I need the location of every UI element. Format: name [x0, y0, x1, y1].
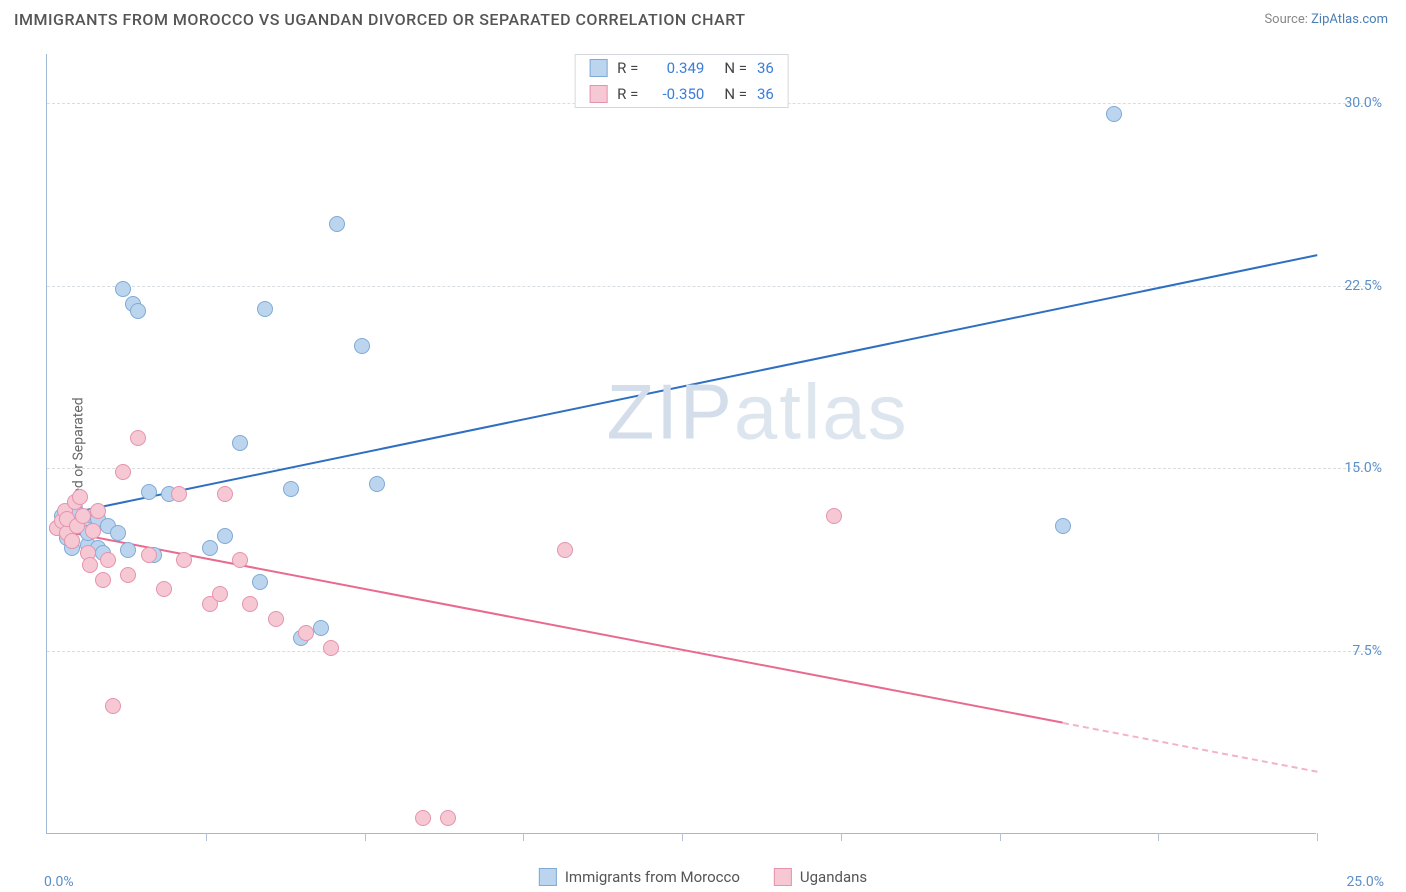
legend-swatch-morocco [589, 59, 607, 77]
data-point-ugandans [217, 486, 233, 502]
data-point-ugandans [156, 581, 172, 597]
source-link[interactable]: ZipAtlas.com [1311, 12, 1388, 27]
source-prefix: Source: [1264, 12, 1307, 27]
n-value: 36 [757, 85, 774, 103]
legend-series: Immigrants from Morocco Ugandans [539, 868, 867, 886]
data-point-ugandans [268, 611, 284, 627]
x-tick [1000, 833, 1001, 841]
x-max-label: 25.0% [1346, 874, 1384, 890]
legend-correlation-box: R = 0.349 N = 36 R = -0.350 N = 36 [574, 54, 789, 108]
x-tick [365, 833, 366, 841]
data-point-ugandans [120, 567, 136, 583]
data-point-ugandans [232, 552, 248, 568]
data-point-morocco [120, 542, 136, 558]
data-point-morocco [110, 525, 126, 541]
legend-swatch-ugandans-bottom [774, 868, 792, 886]
data-point-ugandans [90, 503, 106, 519]
data-point-morocco [1106, 106, 1122, 122]
data-point-morocco [354, 338, 370, 354]
watermark-bold: ZIP [607, 368, 734, 456]
n-label: N = [724, 85, 747, 103]
data-point-morocco [232, 435, 248, 451]
data-point-ugandans [105, 698, 121, 714]
data-point-ugandans [64, 533, 80, 549]
data-point-morocco [313, 620, 329, 636]
data-point-morocco [141, 484, 157, 500]
watermark-thin: atlas [734, 368, 909, 456]
legend-series-label: Immigrants from Morocco [565, 868, 740, 886]
data-point-ugandans [440, 810, 456, 826]
legend-series-item-ugandans: Ugandans [774, 868, 867, 886]
r-value: -0.350 [648, 85, 704, 103]
x-tick [1158, 833, 1159, 841]
legend-series-item-morocco: Immigrants from Morocco [539, 868, 740, 886]
data-point-morocco [283, 481, 299, 497]
data-point-ugandans [242, 596, 258, 612]
data-point-ugandans [557, 542, 573, 558]
trend-line [1063, 722, 1317, 773]
legend-corr-row-ugandans: R = -0.350 N = 36 [575, 81, 788, 107]
chart-area: Divorced or Separated ZIPatlas R =0.349N… [0, 40, 1406, 892]
source-label: Source: ZipAtlas.com [1264, 12, 1388, 27]
data-point-ugandans [171, 486, 187, 502]
data-point-ugandans [115, 464, 131, 480]
legend-series-label: Ugandans [800, 868, 867, 886]
data-point-ugandans [298, 625, 314, 641]
data-point-morocco [130, 303, 146, 319]
data-point-morocco [115, 281, 131, 297]
data-point-ugandans [415, 810, 431, 826]
data-point-morocco [329, 216, 345, 232]
chart-title: IMMIGRANTS FROM MOROCCO VS UGANDAN DIVOR… [14, 10, 746, 29]
data-point-ugandans [212, 586, 228, 602]
y-tick-label: 22.5% [1322, 278, 1382, 294]
x-tick [1317, 833, 1318, 841]
data-point-morocco [257, 301, 273, 317]
data-point-morocco [369, 476, 385, 492]
legend-corr-row-morocco: R = 0.349 N = 36 [575, 55, 788, 81]
r-label: R = [617, 85, 638, 103]
data-point-morocco [1055, 518, 1071, 534]
gridline-horizontal [47, 468, 1366, 469]
watermark: ZIPatlas [607, 367, 909, 458]
data-point-morocco [217, 528, 233, 544]
data-point-morocco [252, 574, 268, 590]
data-point-ugandans [85, 523, 101, 539]
data-point-ugandans [75, 508, 91, 524]
x-origin-label: 0.0% [44, 874, 74, 890]
y-tick-label: 7.5% [1322, 643, 1382, 659]
y-tick-label: 15.0% [1322, 460, 1382, 476]
data-point-ugandans [141, 547, 157, 563]
data-point-ugandans [323, 640, 339, 656]
y-tick-label: 30.0% [1322, 95, 1382, 111]
n-value: 36 [757, 59, 774, 77]
r-value: 0.349 [648, 59, 704, 77]
data-point-ugandans [826, 508, 842, 524]
data-point-ugandans [82, 557, 98, 573]
plot-region: ZIPatlas R =0.349N =36R =-0.350N =36 7.5… [46, 54, 1316, 834]
legend-swatch-ugandans [589, 85, 607, 103]
r-label: R = [617, 59, 638, 77]
data-point-ugandans [95, 572, 111, 588]
legend-swatch-morocco-bottom [539, 868, 557, 886]
x-tick [206, 833, 207, 841]
data-point-ugandans [100, 552, 116, 568]
data-point-ugandans [72, 489, 88, 505]
data-point-ugandans [130, 430, 146, 446]
data-point-ugandans [176, 552, 192, 568]
x-tick [682, 833, 683, 841]
trend-line [57, 529, 1063, 724]
n-label: N = [724, 59, 747, 77]
gridline-horizontal [47, 651, 1366, 652]
x-tick [523, 833, 524, 841]
x-tick [841, 833, 842, 841]
data-point-morocco [202, 540, 218, 556]
